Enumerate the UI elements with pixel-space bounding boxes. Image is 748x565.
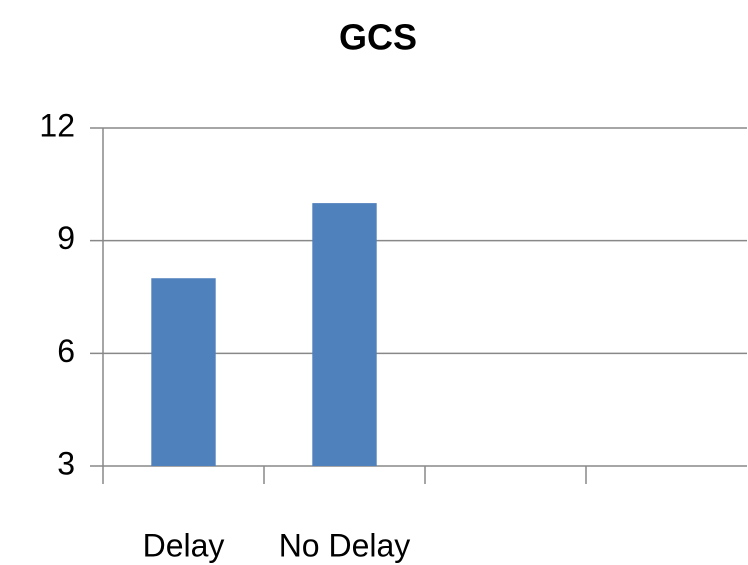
- x-tick-label: Delay: [143, 527, 225, 563]
- chart-title: GCS: [339, 17, 417, 58]
- bar: [151, 278, 216, 466]
- y-tick-label: 12: [39, 107, 75, 143]
- y-tick-label: 3: [57, 445, 75, 481]
- y-tick-label: 6: [57, 333, 75, 369]
- x-tick-label: No Delay: [279, 527, 411, 563]
- bar: [312, 203, 377, 466]
- y-tick-label: 9: [57, 220, 75, 256]
